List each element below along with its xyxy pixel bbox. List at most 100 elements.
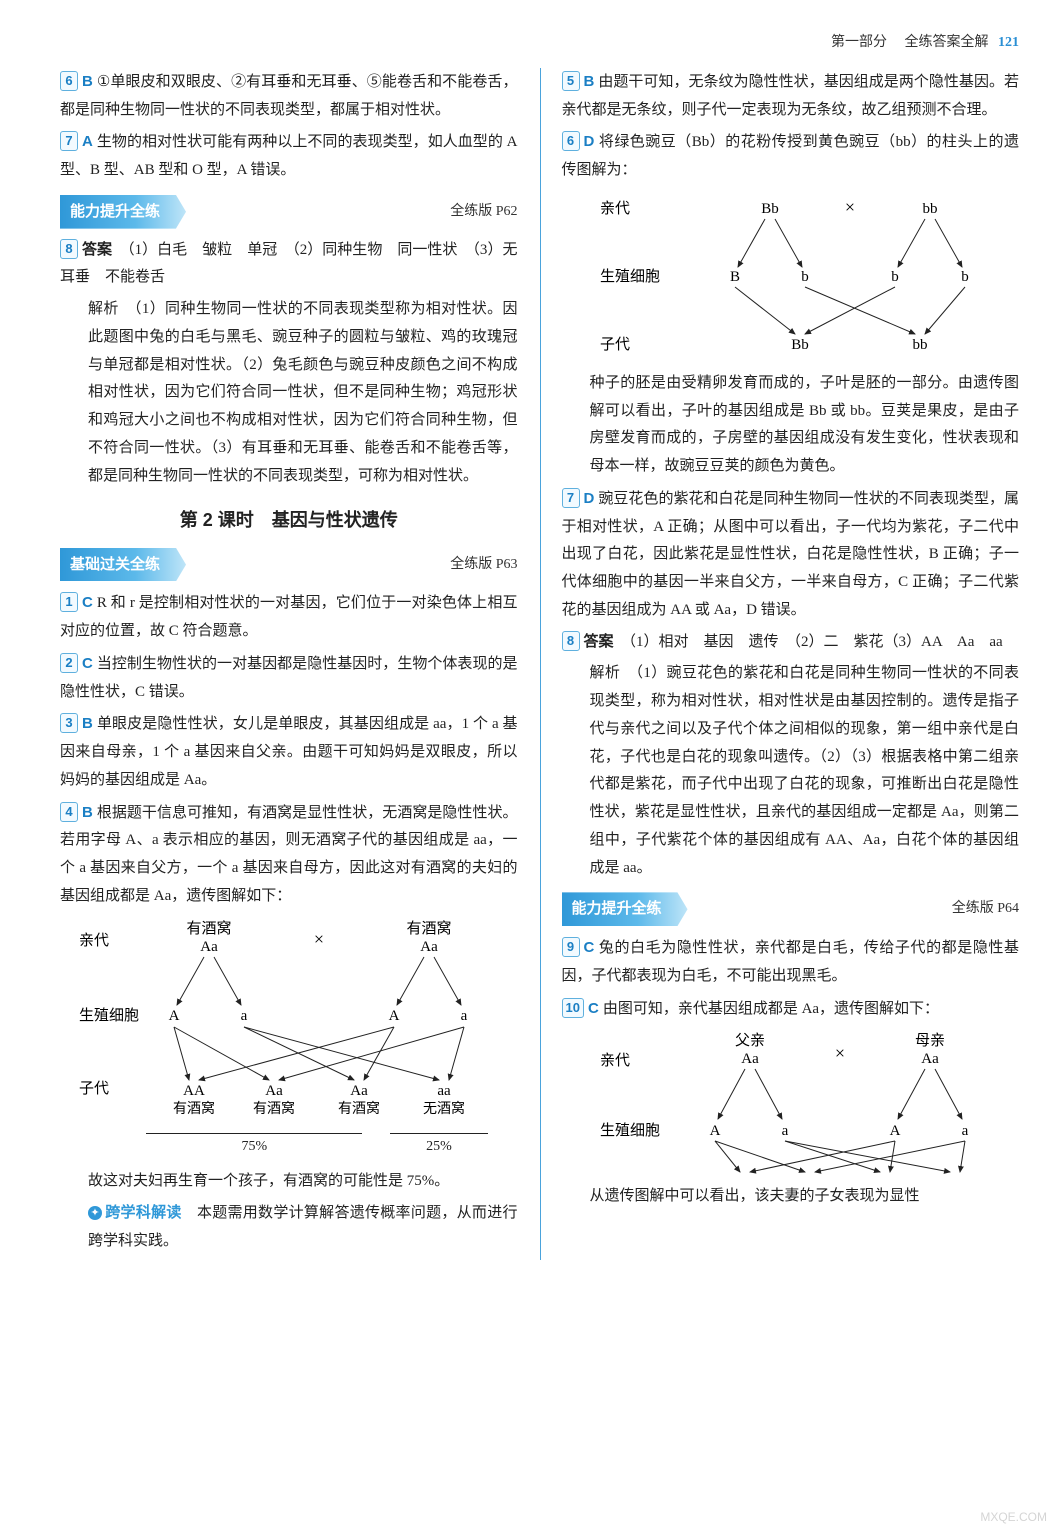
q3-ans: B [82,715,93,732]
q1-num: 1 [60,592,78,612]
rq8-ans-text: （1）相对 基因 遗传 （2）二 紫花（3）AA Aa aa [629,634,1003,650]
d6-g2: b [892,269,900,285]
diagram-q10: 亲代 生殖细胞 父亲 Aa × 母亲 Aa A a A a [580,1027,1000,1177]
d4-pg0: Aa [200,939,218,955]
q7-block: 7A生物的相对性状可能有两种以上不同的表现类型，如人血型的 A 型、B 型、AB… [60,128,518,185]
q1-block: 1CR 和 r 是控制相对性状的一对基因，它们位于一对染色体上相互对应的位置，故… [60,589,518,646]
note-block: ✦跨学科解读 本题需用数学计算解答遗传概率问题，从而进行跨学科实践。 [60,1199,518,1256]
header-title: 全练答案全解 [905,35,989,50]
note-label: 跨学科解读 [105,1204,182,1221]
q3-num: 3 [60,713,78,733]
rq7-block: 7D豌豆花色的紫花和白花是同种生物同一性状的不同表现类型，属于相对性状，A 正确… [562,485,1020,625]
rq6-num: 6 [562,131,580,151]
d10-g2: A [890,1123,901,1139]
q3-block: 3B单眼皮是隐性性状，女儿是单眼皮，其基因组成是 aa，1 个 a 基因来自母亲… [60,710,518,794]
q6-num: 6 [60,71,78,91]
rq10-text: 由图可知，亲代基因组成都是 Aa，遗传图解如下： [603,1001,939,1017]
watermark: MXQE.COM [980,1506,1047,1528]
d4-g1: a [240,1008,247,1024]
d4-op3: 无酒窝 [423,1100,465,1117]
rq8-exp: 解析 （1）豌豆花色的紫花和白花是同种生物同一性状的不同表现类型，称为相对性状，… [562,660,1020,882]
d4-row2: 子代 [79,1080,109,1097]
d4-pg1: Aa [420,939,438,955]
rq9-block: 9C兔的白毛为隐性性状，亲代都是白毛，传给子代的都是隐性基因，子代都表现为白毛，… [562,934,1020,991]
rq7-text: 豌豆花色的紫花和白花是同种生物同一性状的不同表现类型，属于相对性状，A 正确；从… [562,491,1020,618]
d4-op2: 有酒窝 [338,1100,380,1117]
section-bar-1: 能力提升全练 全练版 P62 [60,195,518,229]
diagram-q6: 亲代 生殖细胞 子代 Bb × bb B b b b Bb bb [580,189,1000,364]
note-icon: ✦ [88,1206,102,1220]
lesson-title: 第 2 课时 基因与性状遗传 [60,504,518,537]
d6-g3: b [962,269,970,285]
q8-ans-label: 答案 [82,242,112,258]
rq6-block: 6D将绿色豌豆（Bb）的花粉传授到黄色豌豆（bb）的柱头上的遗传图解为： [562,128,1020,185]
d10-x: × [835,1043,845,1063]
d4-o3: aa [437,1083,451,1099]
q2-num: 2 [60,653,78,673]
page-ref-1: 全练版 P62 [450,199,517,225]
rq10-after: 从遗传图解中可以看出，该夫妻的子女表现为显性 [562,1183,1020,1211]
section-label-r: 能力提升全练 [562,892,688,926]
d6-pg1: bb [923,201,938,217]
page-ref-2: 全练版 P63 [450,552,517,578]
rq5-num: 5 [562,71,580,91]
rq5-text: 由题干可知，无条纹为隐性性状，基因组成是两个隐性基因。若亲代都是无条纹，则子代一… [562,74,1020,118]
prob-25: 25% [426,1139,452,1154]
q2-text: 当控制生物性状的一对基因都是隐性基因时，生物个体表现的是隐性性状，C 错误。 [60,656,518,700]
rq9-ans: C [584,939,595,956]
rq8-exp-text: （1）豌豆花色的紫花和白花是同种生物同一性状的不同表现类型，称为相对性状，相对性… [590,665,1020,875]
d4-op1: 有酒窝 [253,1100,295,1117]
section-label-1: 能力提升全练 [60,195,186,229]
column-divider [540,68,541,1260]
rq6-after: 种子的胚是由受精卵发育而成的，子叶是胚的一部分。由遗传图解可以看出，子叶的基因组… [562,370,1020,481]
d6-x: × [845,197,855,217]
q4-ans: B [82,804,93,821]
d10-row1: 生殖细胞 [600,1122,660,1139]
d10-p0: 父亲 [735,1032,765,1049]
rq8-ans-label: 答案 [584,634,614,650]
rq6-ans: D [584,133,595,150]
q4-num: 4 [60,802,78,822]
q6-text: ①单眼皮和双眼皮、②有耳垂和无耳垂、⑤能卷舌和不能卷舌，都是同种生物同一性状的不… [60,74,518,118]
q7-num: 7 [60,131,78,151]
d10-g0: A [710,1123,721,1139]
q8-exp-label: 解析 [88,301,119,317]
q4-block: 4B根据题干信息可推知，有酒窝是显性性状，无酒窝是隐性性状。若用字母 A、a 表… [60,799,518,911]
d4-g0: A [168,1008,179,1024]
d6-o0: Bb [791,337,809,353]
d4-op0: 有酒窝 [173,1100,215,1117]
page-number: 121 [998,35,1019,50]
d10-g1: a [782,1123,789,1139]
diagram-q4: 亲代 生殖细胞 子代 有酒窝 Aa × 有酒窝 Aa A a A a [69,915,509,1125]
rq9-num: 9 [562,937,580,957]
d4-g2: A [388,1008,399,1024]
header-section: 第一部分 [831,35,887,50]
d4-x: × [314,929,324,949]
q8-exp: 解析 （1）同种生物同一性状的不同表现类型称为相对性状。因此题图中兔的白毛与黑毛… [60,296,518,490]
d10-pg1: Aa [922,1051,940,1067]
rq9-text: 兔的白毛为隐性性状，亲代都是白毛，传给子代的都是隐性基因，子代都表现为白毛，不可… [562,940,1020,984]
d6-row0: 亲代 [600,200,630,217]
q1-text: R 和 r 是控制相对性状的一对基因，它们位于一对染色体上相互对应的位置，故 C… [60,595,518,639]
rq10-ans: C [588,1000,599,1017]
q2-block: 2C当控制生物性状的一对基因都是隐性基因时，生物个体表现的是隐性性状，C 错误。 [60,650,518,707]
q2-ans: C [82,655,93,672]
d6-g0: B [730,269,740,285]
d4-row1: 生殖细胞 [79,1007,139,1024]
section-label-2: 基础过关全练 [60,548,186,582]
q4-after: 故这对夫妇再生育一个孩子，有酒窝的可能性是 75%。 [60,1168,518,1196]
rq8-num: 8 [562,631,580,651]
rq10-block: 10C由图可知，亲代基因组成都是 Aa，遗传图解如下： [562,995,1020,1024]
d4-o1: Aa [265,1083,283,1099]
rq8-ans-line: 8答案 （1）相对 基因 遗传 （2）二 紫花（3）AA Aa aa [562,629,1020,657]
d4-p0: 有酒窝 [186,919,231,937]
q6-block: 6B①单眼皮和双眼皮、②有耳垂和无耳垂、⑤能卷舌和不能卷舌，都是同种生物同一性状… [60,68,518,125]
rq10-num: 10 [562,998,584,1018]
d6-row2: 子代 [600,336,630,353]
page-ref-r: 全练版 P64 [952,896,1019,922]
q7-text: 生物的相对性状可能有两种以上不同的表现类型，如人血型的 A 型、B 型、AB 型… [60,134,518,178]
d10-g3: a [962,1123,969,1139]
d6-g1: b [802,269,810,285]
d4-o0: AA [183,1083,205,1099]
prob-75: 75% [242,1139,268,1154]
